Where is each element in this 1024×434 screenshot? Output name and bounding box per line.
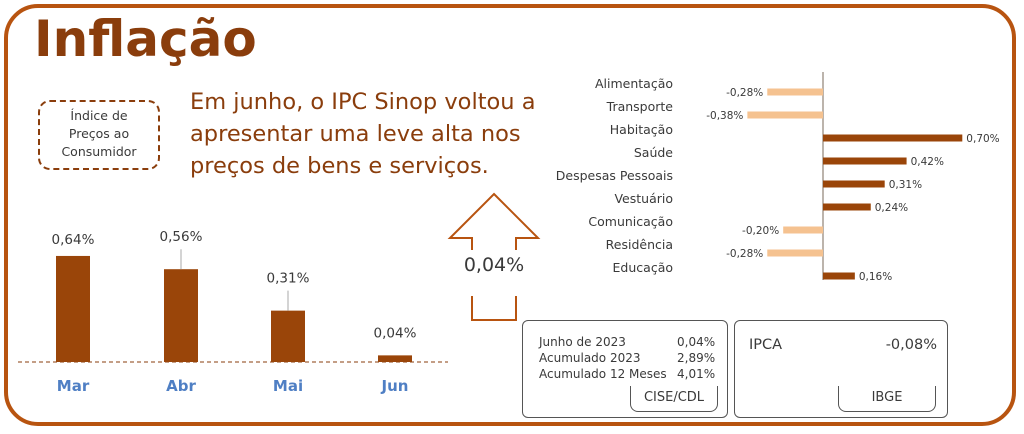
category-bar (823, 134, 963, 142)
row-value: 0,04% (677, 335, 716, 349)
bar (378, 355, 412, 362)
data-label: 0,31% (267, 271, 310, 287)
data-label: -0,38% (706, 110, 743, 122)
category-label: Despesas Pessoais (556, 168, 673, 183)
data-label: 0,04% (374, 325, 417, 341)
badge-line: Índice de (70, 108, 128, 123)
outer-frame (4, 4, 1016, 426)
category-label: Mar (57, 377, 90, 395)
category-bar (823, 157, 907, 165)
row-key: Acumulado 2023 (539, 351, 641, 365)
category-label: Transporte (606, 99, 674, 114)
cise-source-tab: CISE/CDL (630, 386, 718, 412)
data-label: 0,64% (52, 232, 95, 248)
category-label: Vestuário (614, 191, 673, 206)
category-bar (747, 111, 823, 119)
data-label: -0,28% (726, 248, 763, 260)
category-inflation-chart: Alimentação -0,28% Transporte -0,38% Habitaç… (556, 72, 1000, 283)
category-label: Comunicação (588, 214, 673, 229)
category-bar (767, 249, 823, 257)
category-bar (767, 88, 823, 96)
page-title: Inflação (34, 10, 257, 68)
badge-line: Consumidor (61, 144, 137, 159)
row-key: Junho de 2023 (539, 335, 626, 349)
category-label: Educação (613, 260, 673, 275)
up-arrow-icon (447, 192, 541, 321)
monthly-inflation-chart: 0,64% Mar 0,56% Abr 0,31% Mai 0,04% Jun (18, 229, 448, 395)
highlight-value: 0,04% (463, 254, 525, 276)
index-badge: Índice de Preços ao Consumidor (38, 100, 160, 170)
row-value: 2,89% (677, 351, 716, 365)
category-bar (823, 272, 855, 280)
category-label: Alimentação (595, 76, 673, 91)
data-label: 0,42% (911, 156, 944, 168)
data-label: 0,31% (889, 179, 922, 191)
category-label: Saúde (634, 145, 673, 160)
data-label: 0,70% (966, 133, 999, 145)
headline-text: Em junho, o IPC Sinop voltou a apresenta… (190, 89, 536, 179)
category-label: Abr (166, 377, 196, 395)
bar (56, 255, 90, 362)
row-key: Acumulado 12 Meses (539, 367, 667, 381)
ipca-value: -0,08% (885, 337, 937, 353)
category-label: Habitação (610, 122, 673, 137)
data-label: 0,16% (859, 271, 892, 283)
badge-line: Preços ao (68, 126, 130, 141)
category-label: Mai (273, 377, 303, 395)
bar (164, 269, 198, 362)
bar (271, 310, 305, 362)
category-bar (783, 226, 823, 234)
ipca-label: IPCA (749, 337, 783, 353)
data-label: 0,24% (875, 202, 908, 214)
category-bar (823, 180, 885, 188)
row-value: 4,01% (677, 367, 716, 381)
category-label: Jun (381, 377, 409, 395)
data-label: -0,28% (726, 87, 763, 99)
category-label: Residência (606, 237, 673, 252)
ibge-source-tab: IBGE (838, 386, 936, 412)
category-bar (823, 203, 871, 211)
data-label: -0,20% (742, 225, 779, 237)
data-label: 0,56% (160, 229, 203, 245)
